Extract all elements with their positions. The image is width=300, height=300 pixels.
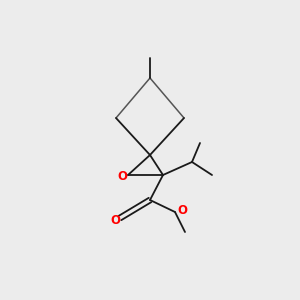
Text: O: O: [177, 205, 187, 218]
Text: O: O: [110, 214, 120, 227]
Text: O: O: [117, 169, 127, 182]
